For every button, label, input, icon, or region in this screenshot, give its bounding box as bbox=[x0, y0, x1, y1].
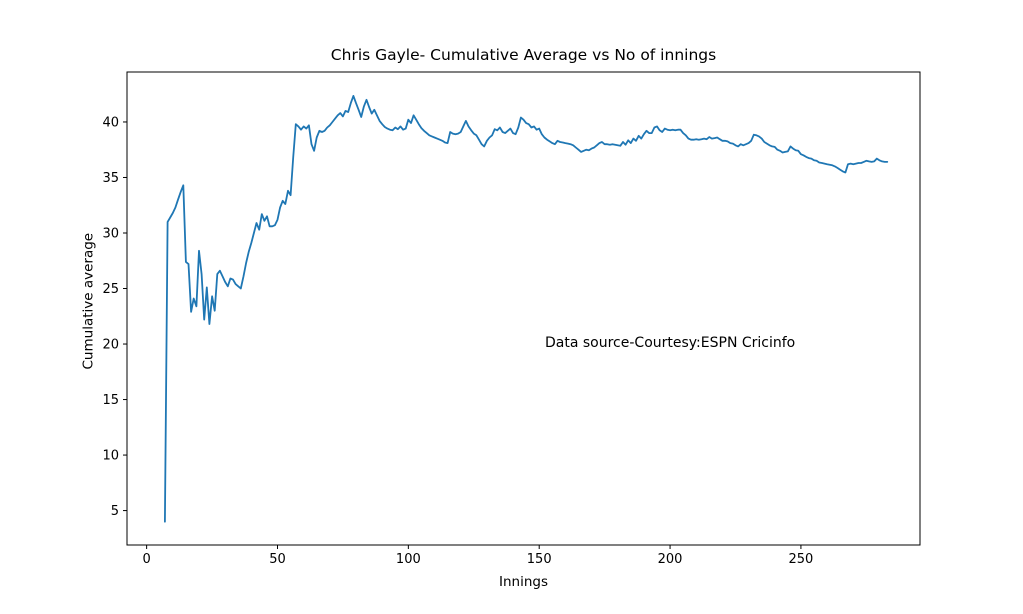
y-tick-label: 15 bbox=[102, 393, 119, 408]
y-tick-label: 5 bbox=[111, 504, 119, 519]
axes-frame bbox=[126, 71, 921, 546]
y-tick-label: 30 bbox=[102, 226, 119, 241]
y-tick-label: 10 bbox=[102, 449, 119, 464]
y-tick-label: 25 bbox=[102, 282, 119, 297]
chart-title: Chris Gayle- Cumulative Average vs No of… bbox=[330, 46, 717, 64]
x-tick-label: 200 bbox=[658, 552, 683, 567]
x-tick-label: 150 bbox=[527, 552, 552, 567]
x-tick-label: 100 bbox=[396, 552, 421, 567]
y-axis-label: Cumulative average bbox=[80, 232, 97, 370]
y-tick-label: 35 bbox=[102, 171, 119, 186]
y-tick-label: 40 bbox=[102, 115, 119, 130]
cumulative-average-line bbox=[164, 95, 889, 523]
x-tick-label: 250 bbox=[789, 552, 814, 567]
x-tick-label: 50 bbox=[269, 552, 286, 567]
x-axis-label: Innings bbox=[498, 574, 548, 590]
data-source-annotation: Data source-Courtesy:ESPN Cricinfo bbox=[545, 335, 796, 351]
x-tick-label: 0 bbox=[142, 552, 150, 567]
y-tick-label: 20 bbox=[102, 338, 119, 353]
